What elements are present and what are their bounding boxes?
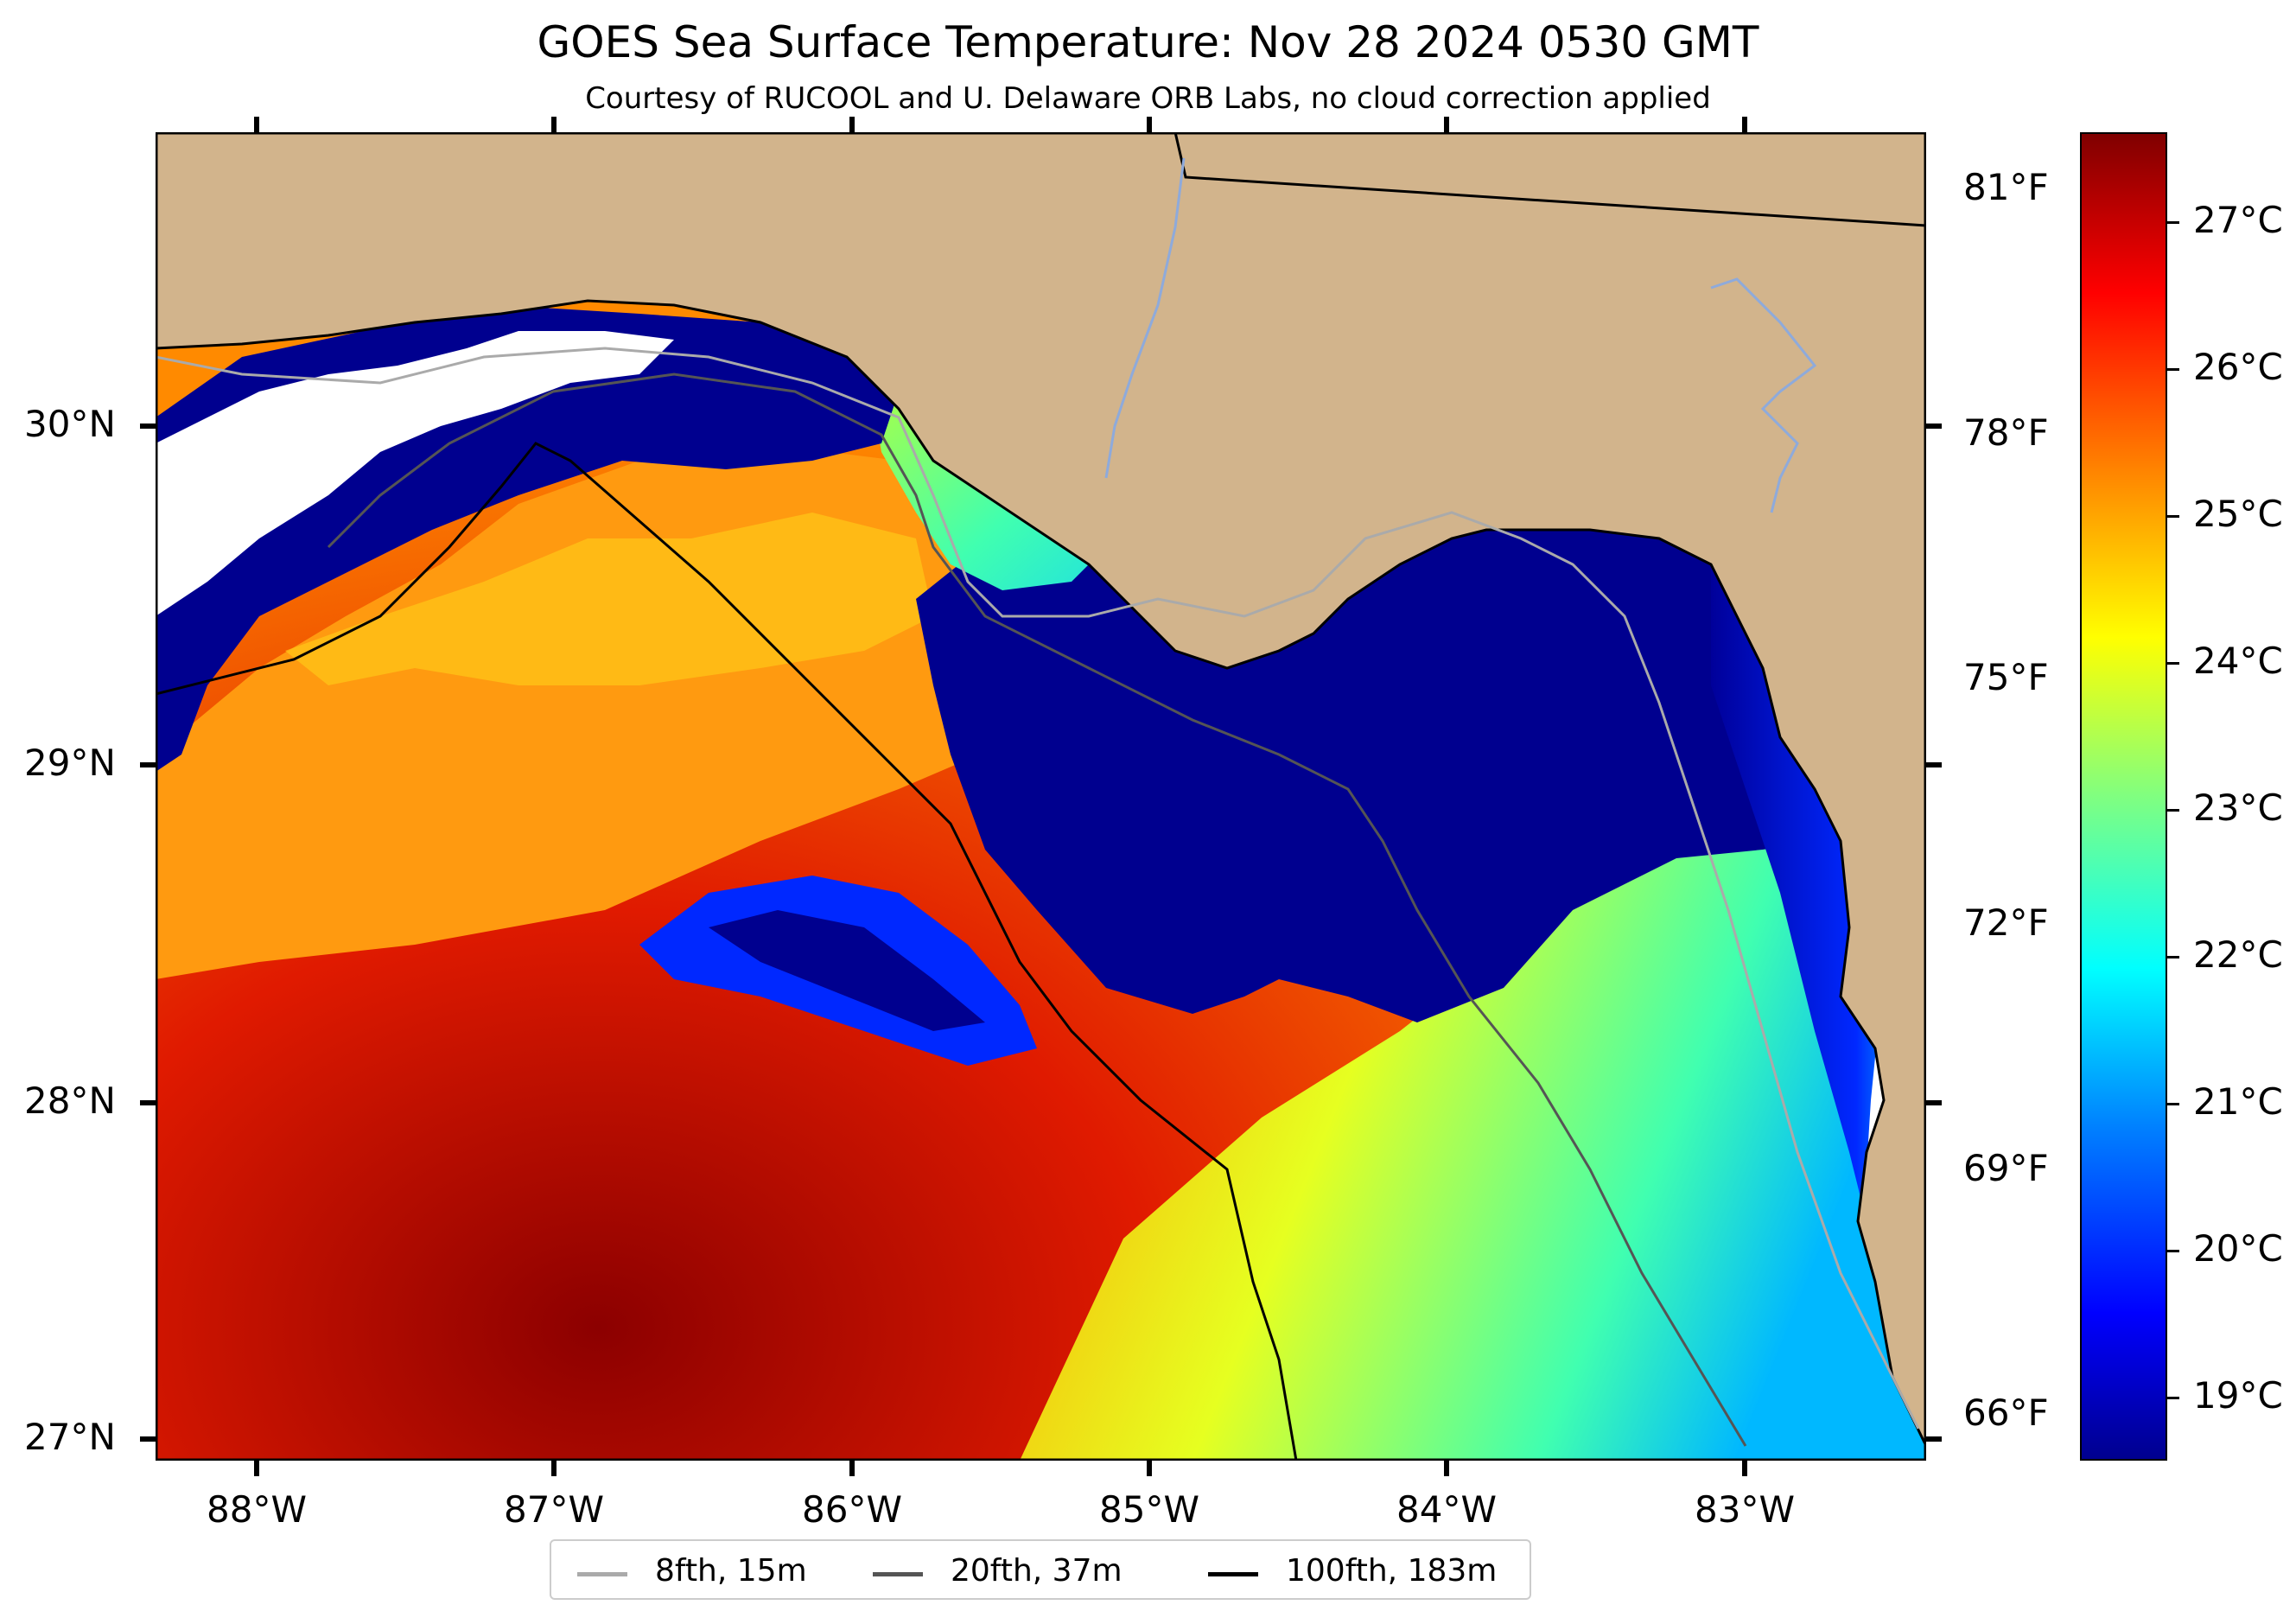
contour-legend: 8fth, 15m 20fth, 37m 100fth, 183m (550, 1539, 1531, 1600)
tick-top-86 (849, 117, 855, 132)
tick-right-29 (1926, 762, 1942, 767)
contour-20fth (327, 373, 1747, 1447)
state-border (1173, 132, 1926, 227)
colorbar-tick (2167, 515, 2179, 518)
tick-top-85 (1147, 117, 1152, 132)
colorbar (2080, 132, 2167, 1461)
lon-label: 87°W (504, 1488, 604, 1531)
colorbar-tick (2167, 221, 2179, 224)
colorbar-label: 25°C (2193, 493, 2283, 535)
colorbar-tick (2167, 1397, 2179, 1399)
tick-bottom-84 (1444, 1461, 1449, 1476)
lat-label: 28°N (24, 1079, 116, 1122)
tick-bottom-85 (1147, 1461, 1152, 1476)
lat-label: 30°N (24, 403, 116, 445)
tick-left-28 (140, 1100, 156, 1105)
east-coastal-band (1711, 530, 1918, 1256)
colorbar-label: 27°C (2193, 199, 2283, 241)
colorbar-label: 20°C (2193, 1227, 2283, 1270)
lon-label: 84°W (1396, 1488, 1497, 1531)
colorbar-label: 24°C (2193, 640, 2283, 682)
fahrenheit-label: 69°F (1963, 1147, 2049, 1189)
legend-swatch-100fth (1208, 1572, 1258, 1576)
lon-label: 88°W (207, 1488, 307, 1531)
colorbar-label: 26°C (2193, 346, 2283, 388)
colorbar-label: 19°C (2193, 1374, 2283, 1417)
east-shelf-region (1020, 789, 1926, 1461)
colorbar-tick (2167, 1250, 2179, 1252)
contour-8fth (156, 347, 1920, 1430)
tick-left-27 (140, 1436, 156, 1442)
fahrenheit-label: 66°F (1963, 1392, 2049, 1434)
land-area (156, 132, 1926, 1447)
tick-top-83 (1742, 117, 1747, 132)
tick-right-27 (1926, 1436, 1942, 1442)
yellow-patches (285, 513, 933, 685)
colorbar-tick (2167, 662, 2179, 665)
colorbar-label: 21°C (2193, 1080, 2283, 1123)
legend-label: 100fth, 183m (1286, 1553, 1498, 1589)
tick-top-87 (551, 117, 557, 132)
tick-bottom-87 (551, 1461, 557, 1476)
lon-label: 85°W (1099, 1488, 1199, 1531)
tick-right-30 (1926, 424, 1942, 429)
lon-label: 83°W (1695, 1488, 1795, 1531)
fahrenheit-label: 75°F (1963, 656, 2049, 698)
contour-100fth (156, 442, 1298, 1461)
tick-left-30 (140, 424, 156, 429)
river-apalachicola (1104, 157, 1186, 479)
colorbar-tick (2167, 368, 2179, 371)
cloud-mask-west (156, 331, 674, 616)
chart-subtitle: Courtesy of RUCOOL and U. Delaware ORB L… (585, 81, 1711, 116)
chart-title: GOES Sea Surface Temperature: Nov 28 202… (537, 17, 1759, 67)
colorbar-tick (2167, 809, 2179, 812)
colorbar-tick (2167, 1103, 2179, 1105)
fahrenheit-label: 72°F (1963, 901, 2049, 944)
tick-bottom-88 (254, 1461, 259, 1476)
colorbar-label: 23°C (2193, 787, 2283, 829)
fahrenheit-label: 81°F (1963, 166, 2049, 208)
tick-right-28 (1926, 1100, 1942, 1105)
lon-label: 86°W (802, 1488, 902, 1531)
legend-swatch-20fth (873, 1572, 923, 1576)
sst-map (156, 132, 1926, 1461)
lat-label: 27°N (24, 1416, 116, 1458)
legend-label: 8fth, 15m (655, 1553, 807, 1589)
colorbar-tick (2167, 956, 2179, 958)
lat-label: 29°N (24, 742, 116, 784)
tick-top-84 (1444, 117, 1449, 132)
colorbar-label: 22°C (2193, 933, 2283, 976)
map-frame (156, 132, 1926, 1461)
tick-top-88 (254, 117, 259, 132)
river-suwannee (1710, 277, 1817, 513)
tick-left-29 (140, 762, 156, 767)
tick-bottom-86 (849, 1461, 855, 1476)
legend-swatch-8fth (577, 1572, 627, 1576)
tick-bottom-83 (1742, 1461, 1747, 1476)
cold-nearshore-region (916, 400, 1849, 1022)
cold-tongue-core (709, 910, 985, 1031)
legend-label: 20fth, 37m (951, 1553, 1123, 1589)
fahrenheit-label: 78°F (1963, 411, 2049, 454)
